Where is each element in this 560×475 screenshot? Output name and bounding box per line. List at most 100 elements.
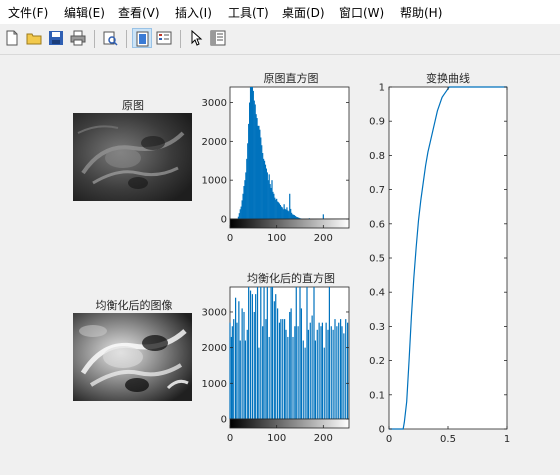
y-tick-label: 0.1 [369, 390, 385, 401]
histogram-bar [271, 180, 273, 219]
histogram-bar [273, 301, 275, 419]
histogram-bar [288, 211, 290, 219]
histogram-bar [259, 129, 261, 219]
histogram-bar [262, 153, 264, 219]
histogram-bar [244, 340, 246, 419]
histogram-bar [289, 193, 291, 219]
histogram-bar [307, 329, 309, 419]
transform-curve-title: 变换曲线 [426, 72, 470, 85]
histogram-bar [291, 214, 294, 219]
menu-edit[interactable]: 编辑(E) [64, 6, 105, 20]
histogram-bar [298, 217, 300, 219]
histogram-bar [275, 199, 277, 219]
histogram-bar [263, 160, 266, 219]
histogram-bar [274, 197, 276, 219]
histogram-bar [263, 158, 265, 219]
menu-file[interactable]: 文件(F) [8, 6, 49, 20]
histogram-bar [282, 209, 284, 219]
histogram-bar [285, 209, 287, 219]
open-folder-icon [26, 33, 42, 45]
y-tick-label: 3000 [202, 98, 227, 109]
histogram-bar [231, 326, 233, 419]
histogram-bar [313, 287, 315, 419]
original-image [73, 113, 192, 201]
histogram-bar [285, 329, 287, 419]
histogram-bar [243, 311, 245, 419]
histogram-bar [345, 319, 347, 419]
histogram-bar [320, 326, 322, 419]
histogram-bar [266, 172, 268, 219]
property-editor-icon [210, 30, 226, 46]
histogram-bar [243, 186, 245, 219]
histogram-bar [241, 200, 243, 219]
histogram-bar [316, 329, 318, 419]
histogram-bar [278, 203, 281, 219]
histogram-bar [284, 208, 286, 219]
menu-desktop[interactable]: 桌面(D) [282, 6, 325, 20]
histogram-bar [248, 123, 250, 219]
histogram-bar [295, 216, 297, 219]
histogram-bar [299, 287, 301, 419]
histogram-bar [334, 319, 336, 419]
histogram-bar [269, 184, 271, 219]
histogram-bar [330, 326, 332, 419]
histogram-bar [255, 294, 257, 419]
histogram-bar [251, 294, 253, 419]
histogram-bar [233, 319, 235, 419]
histogram-bar [304, 347, 306, 419]
histogram-bar [277, 308, 279, 419]
histogram-bar [282, 319, 284, 419]
gray-colorbar [229, 218, 350, 229]
histogram-bar [311, 315, 313, 419]
y-tick-label: 2000 [202, 343, 227, 354]
histogram-bar [257, 125, 259, 219]
histogram-bar [278, 322, 281, 419]
save-button[interactable] [46, 28, 66, 48]
histogram-bar [250, 87, 253, 219]
histogram-bar [238, 301, 240, 419]
histogram-bar [237, 216, 239, 219]
histogram-bar [258, 125, 260, 219]
hist-equalized-title: 均衡化后的直方图 [247, 272, 335, 285]
histogram-bar [261, 145, 263, 219]
histogram-bar [327, 329, 329, 419]
histogram-bar [246, 158, 248, 219]
histogram-bar [272, 191, 274, 219]
print-preview-button[interactable] [100, 28, 120, 48]
insert-colorbar-icon [156, 31, 172, 45]
property-editor-button[interactable] [208, 28, 228, 48]
histogram-bar [306, 287, 308, 419]
histogram-bar [292, 214, 295, 219]
toolbar-separator [126, 30, 127, 48]
toolbar-separator [180, 30, 181, 48]
histogram-bar [268, 174, 270, 219]
histogram-bar [249, 102, 251, 219]
histogram-bar [283, 204, 285, 219]
menu-tools[interactable]: 工具(T) [228, 6, 269, 20]
link-plot-button[interactable] [132, 28, 152, 48]
histogram-bar [249, 290, 252, 419]
equalized-grayscale-image [73, 313, 192, 401]
histogram-bar [318, 322, 320, 419]
histogram-bar [240, 206, 242, 219]
histogram-bar [258, 347, 260, 419]
print-button[interactable] [68, 28, 88, 48]
y-tick-label: 3000 [202, 307, 227, 318]
histogram-bar [280, 319, 282, 419]
y-tick-label: 1 [379, 83, 385, 94]
pointer-button[interactable] [186, 28, 206, 48]
histogram-bar [296, 217, 298, 219]
menu-insert[interactable]: 插入(I) [175, 6, 212, 20]
histogram-bar [343, 333, 345, 419]
menu-help[interactable]: 帮助(H) [400, 6, 443, 20]
x-tick-label: 100 [267, 233, 286, 244]
menu-view[interactable]: 查看(V) [118, 6, 160, 20]
menu-window[interactable]: 窗口(W) [339, 6, 385, 20]
insert-colorbar-button[interactable] [154, 28, 174, 48]
histogram-bar [260, 137, 262, 219]
open-folder-button[interactable] [24, 28, 44, 48]
histogram-bar [289, 311, 291, 419]
new-file-button[interactable] [2, 28, 22, 48]
histogram-bar [253, 311, 255, 419]
histogram-bar [275, 294, 277, 419]
